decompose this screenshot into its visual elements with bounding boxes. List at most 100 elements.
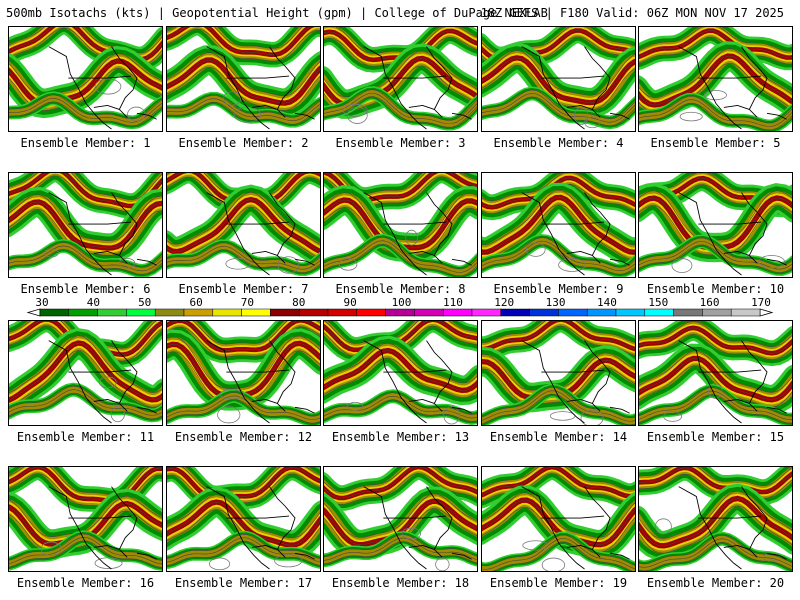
colorbar-swatch xyxy=(298,308,329,317)
height-contour xyxy=(639,327,792,354)
height-contour xyxy=(703,89,727,101)
height-contour xyxy=(482,237,635,268)
height-contour xyxy=(9,385,162,413)
colorbar-svg: 30 40 50 60 70 80 90 100 110 120 130 140 150 160 170 xyxy=(26,296,774,317)
height-contour xyxy=(639,102,792,131)
height-contour xyxy=(639,498,792,547)
ensemble-member-label: Ensemble Member: 15 xyxy=(646,430,785,444)
height-contour xyxy=(482,321,635,350)
height-contour xyxy=(482,467,635,497)
map-outline xyxy=(363,46,472,130)
map-svg xyxy=(9,321,162,424)
height-contour xyxy=(482,473,635,503)
height-contour xyxy=(167,395,320,420)
height-contour xyxy=(217,406,241,424)
ensemble-member-map xyxy=(166,320,321,426)
height-contour xyxy=(324,192,477,241)
height-contour xyxy=(639,350,792,393)
ensemble-member-label: Ensemble Member: 16 xyxy=(16,576,155,590)
ensemble-member-map xyxy=(481,172,636,278)
height-contour xyxy=(639,321,792,348)
height-contour xyxy=(639,390,792,420)
height-contour xyxy=(167,335,320,389)
ensemble-member-map xyxy=(166,466,321,572)
header: 500mb Isotachs (kts) | Geopotential Heig… xyxy=(6,4,794,22)
height-contour xyxy=(708,383,723,399)
isotach-colorbar: 30 40 50 60 70 80 90 100 110 120 130 140 150 160 170 xyxy=(0,296,800,320)
colorbar-swatch xyxy=(68,308,98,317)
header-valid-time: 18Z GEFS | F180 Valid: 06Z MON NOV 17 20… xyxy=(480,6,784,20)
map-outline xyxy=(678,340,787,424)
map-outline xyxy=(678,486,787,570)
map-outline xyxy=(521,340,630,424)
height-contour xyxy=(110,406,125,423)
colorbar-left-arrow xyxy=(26,308,41,317)
height-contour xyxy=(9,201,162,249)
ensemble-member-map xyxy=(8,26,163,132)
height-contour xyxy=(9,342,162,401)
ensemble-member-label: Ensemble Member: 17 xyxy=(174,576,313,590)
height-contour xyxy=(482,244,635,275)
height-contour xyxy=(639,95,792,124)
ensemble-member-label: Ensemble Member: 7 xyxy=(178,282,309,296)
colorbar-swatch xyxy=(97,308,127,317)
height-contour xyxy=(558,258,586,272)
ensemble-member-label: Ensemble Member: 10 xyxy=(646,282,785,296)
height-contour xyxy=(639,333,792,360)
height-contour xyxy=(324,321,477,344)
height-contour xyxy=(549,411,576,421)
height-contour xyxy=(482,367,635,406)
colorbar-tick-label: 60 xyxy=(189,296,202,309)
height-contour xyxy=(639,505,792,554)
colorbar-tick-label: 90 xyxy=(343,296,356,309)
height-contour xyxy=(639,244,792,273)
colorbar-swatch xyxy=(529,308,559,317)
map-outline xyxy=(521,192,630,276)
height-contour xyxy=(167,326,320,358)
height-contour xyxy=(167,321,320,351)
colorbar-swatch xyxy=(126,308,156,317)
map-outline xyxy=(521,46,630,130)
colorbar-tick-label: 170 xyxy=(751,296,771,309)
height-contour xyxy=(324,243,477,277)
height-contour xyxy=(639,538,792,568)
height-contour xyxy=(482,96,635,126)
header-title: 500mb Isotachs (kts) | Geopotential Heig… xyxy=(6,6,548,20)
map-svg xyxy=(167,173,320,277)
height-contour xyxy=(98,376,117,389)
height-contour xyxy=(9,53,162,97)
colorbar-tick-label: 100 xyxy=(392,296,412,309)
height-contour xyxy=(9,350,162,408)
height-contour xyxy=(525,242,546,257)
colorbar-swatch xyxy=(414,308,444,317)
ensemble-member-label: Ensemble Member: 2 xyxy=(178,136,309,150)
height-contour xyxy=(167,52,320,97)
height-contour xyxy=(324,240,477,273)
height-contour xyxy=(639,36,792,65)
height-contour xyxy=(225,257,251,270)
ensemble-member-map xyxy=(481,320,636,426)
height-contour xyxy=(209,557,231,571)
height-contour xyxy=(9,245,162,272)
height-contour xyxy=(167,199,320,252)
map-svg xyxy=(167,321,320,425)
map-svg xyxy=(9,467,162,571)
height-contour xyxy=(639,48,792,98)
ensemble-member-map xyxy=(323,320,478,426)
height-contour xyxy=(324,493,477,538)
height-contour xyxy=(324,89,477,121)
height-contour xyxy=(639,30,792,58)
height-contour xyxy=(342,103,368,117)
height-contour xyxy=(167,98,320,121)
height-contour xyxy=(639,467,792,487)
colorbar-tick-label: 130 xyxy=(546,296,566,309)
height-contour xyxy=(9,335,162,394)
ensemble-member-map xyxy=(481,466,636,572)
height-contour xyxy=(655,518,672,535)
colorbar-swatch xyxy=(586,308,617,317)
height-contour xyxy=(277,256,300,274)
ensemble-member-map xyxy=(8,320,163,426)
colorbar-tick-label: 110 xyxy=(443,296,463,309)
height-contour xyxy=(335,173,477,194)
map-outline xyxy=(363,192,472,276)
